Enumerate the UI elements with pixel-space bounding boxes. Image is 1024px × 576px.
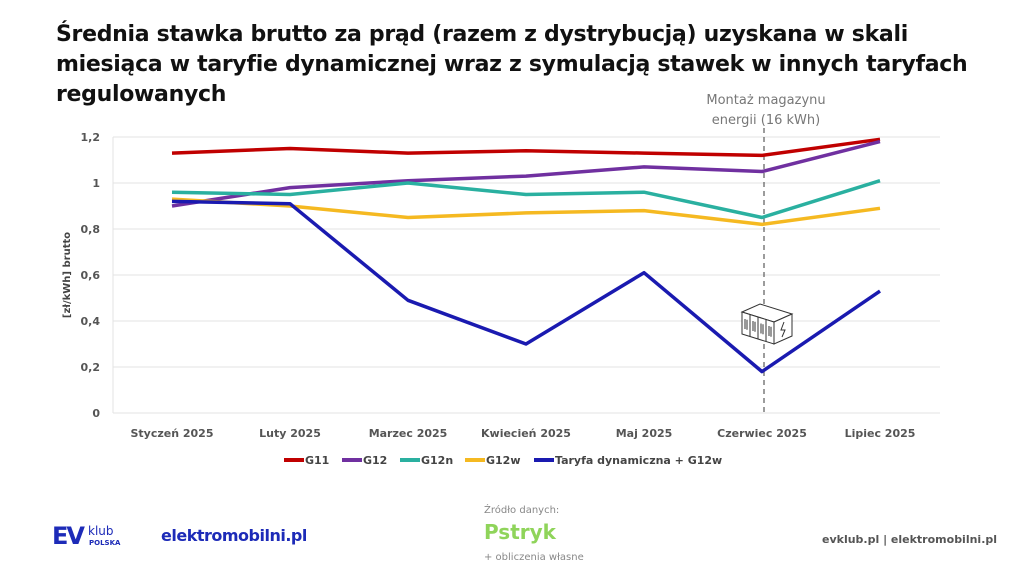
websites: evklub.pl | elektromobilni.pl	[822, 533, 998, 546]
y-tick-label: 0	[92, 407, 100, 420]
annotation-text-line2: energii (16 kWh)	[712, 113, 820, 128]
chart-title: Średnia stawka brutto za prąd (razem z d…	[56, 22, 968, 107]
y-axis-label: [zł/kWh] brutto	[62, 232, 73, 318]
legend-label: G12	[363, 454, 387, 467]
x-tick-label: Lipiec 2025	[845, 427, 916, 440]
source-extra: + obliczenia własne	[484, 552, 584, 563]
evklub-logo: EV klub POLSKA	[52, 522, 121, 550]
x-tick-label: Marzec 2025	[369, 427, 448, 440]
y-tick-label: 0,8	[81, 223, 101, 236]
series-line-g12n	[171, 179, 881, 220]
x-tick-label: Styczeń 2025	[130, 427, 213, 440]
battery-storage-icon	[740, 303, 794, 345]
y-tick-label: 0,4	[81, 315, 101, 328]
y-tick-label: 0,2	[81, 361, 101, 374]
x-tick-label: Kwiecień 2025	[481, 427, 571, 440]
legend-label: G11	[305, 454, 329, 467]
y-tick-label: 1,2	[81, 131, 101, 144]
series-line-g12w	[171, 197, 881, 227]
pstryk-logo: Pstryk	[484, 520, 556, 544]
legend-label: Taryfa dynamiczna + G12w	[555, 454, 722, 467]
x-tick-label: Luty 2025	[259, 427, 321, 440]
series-line-g11	[171, 137, 881, 158]
elektromobilni-logo: elektromobilni.pl	[161, 526, 307, 545]
legend-label: G12n	[421, 454, 453, 467]
x-tick-label: Maj 2025	[616, 427, 673, 440]
y-tick-label: 1	[92, 177, 100, 190]
x-tick-label: Czerwiec 2025	[717, 427, 807, 440]
series-line-taryfa-dynamiczna-g12w	[171, 199, 881, 374]
source-label: Źródło danych:	[484, 505, 560, 516]
y-tick-label: 0,6	[81, 269, 101, 282]
legend-label: G12w	[486, 454, 521, 467]
annotation-text-line1: Montaż magazynu	[706, 93, 825, 108]
series-line-g12	[171, 139, 881, 208]
